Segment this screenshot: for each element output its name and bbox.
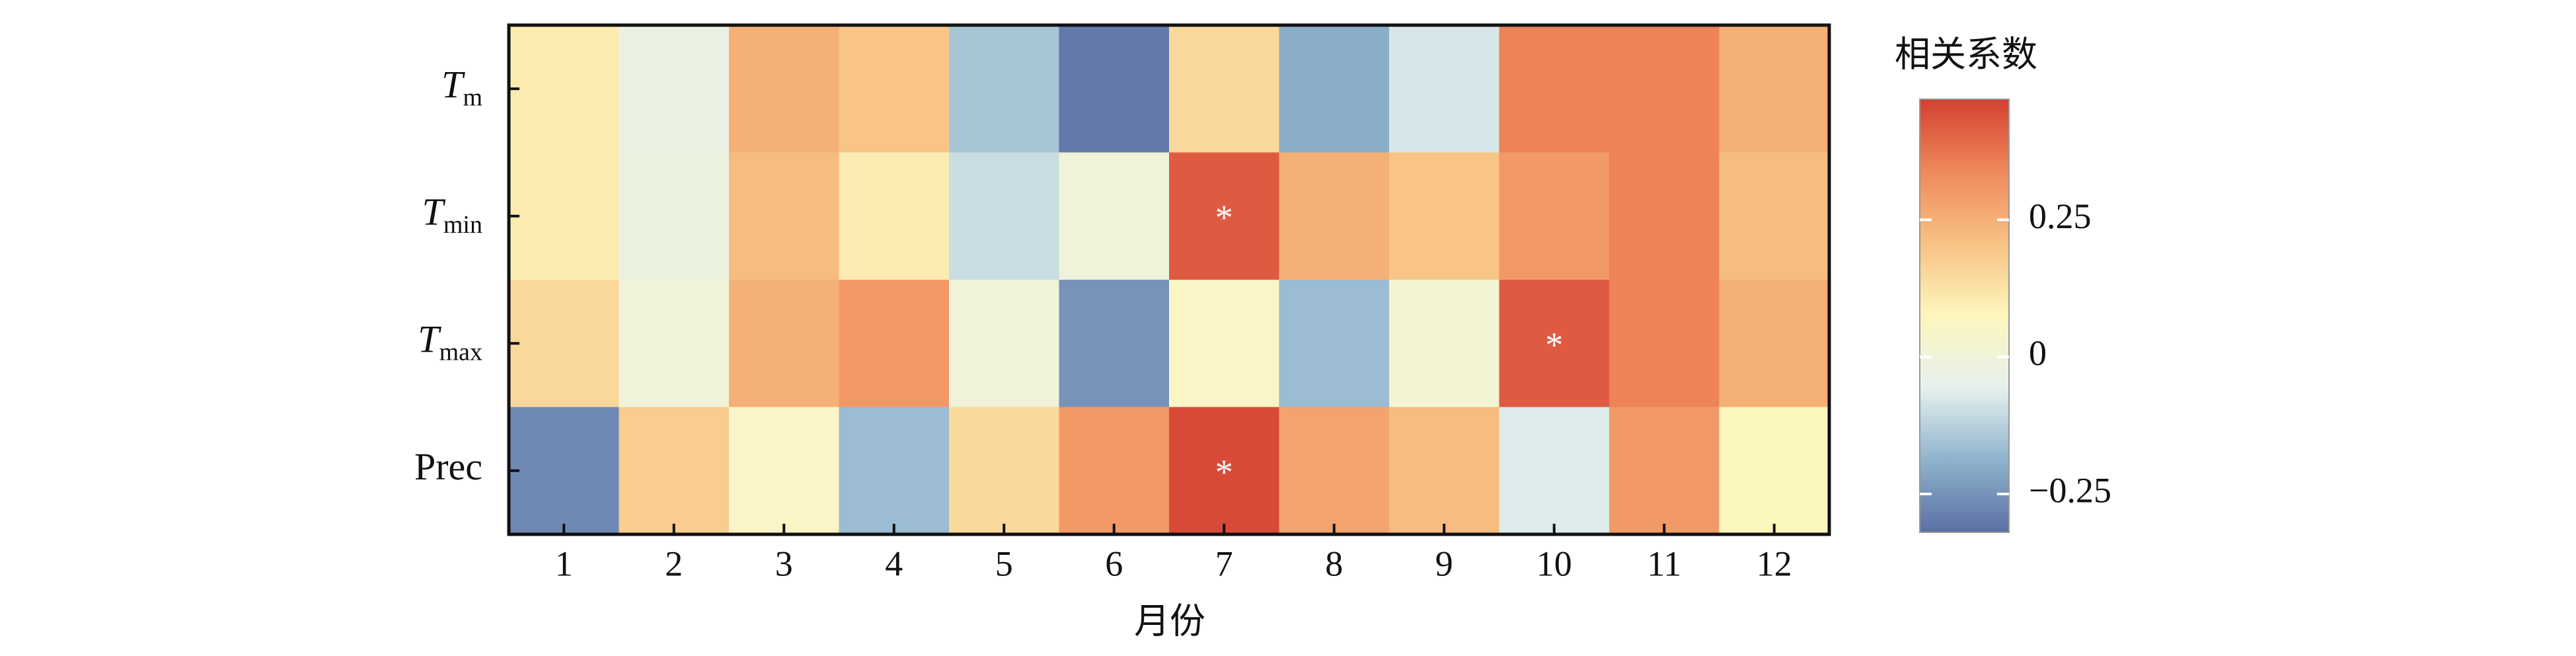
x-tick-label: 5: [995, 544, 1013, 583]
heatmap-cell: [1499, 407, 1610, 535]
heatmap-cell: [949, 407, 1059, 535]
x-tick-label: 6: [1105, 544, 1123, 583]
significance-marker: *: [1215, 198, 1233, 237]
heatmap-cell: [1719, 280, 1830, 407]
heatmap-cell: [1719, 152, 1830, 280]
heatmap-cell: [1389, 280, 1499, 407]
heatmap-cell: [509, 407, 619, 535]
x-tick-label: 4: [885, 544, 903, 583]
colorbar: [1919, 99, 2010, 533]
heatmap-cell: [1169, 407, 1279, 535]
heatmap-cell: [1389, 152, 1499, 280]
heatmap-cell: [1499, 152, 1610, 280]
heatmap-cell: [509, 152, 619, 280]
heatmap-cell: [1059, 25, 1170, 153]
heatmap-cell: [949, 25, 1059, 153]
x-tick-label: 3: [775, 544, 793, 583]
x-tick-label: 8: [1325, 544, 1343, 583]
heatmap-cell: [1719, 407, 1830, 535]
x-tick-label: 12: [1757, 544, 1792, 583]
colorbar-tick-label: 0.25: [2029, 196, 2092, 236]
heatmap-cell: [1499, 280, 1610, 407]
significance-marker: *: [1215, 452, 1233, 492]
x-tick-label: 11: [1647, 544, 1681, 583]
heatmap-cell: [1499, 25, 1610, 153]
y-tick-symbol: T: [422, 190, 446, 233]
heatmap-cell: [839, 407, 950, 535]
heatmap-cell: [1169, 280, 1279, 407]
heatmap-cell: [729, 25, 839, 153]
heatmap-cell: [1389, 407, 1499, 535]
x-axis-label: 月份: [1134, 601, 1205, 641]
colorbar-tick-label: 0: [2029, 333, 2047, 373]
heatmap-cell: [1169, 25, 1279, 153]
y-tick-symbol: T: [418, 318, 441, 361]
y-tick-label: Prec: [414, 445, 482, 488]
colorbar-tick-label: −0.25: [2029, 470, 2111, 510]
y-tick-symbol: Prec: [414, 445, 482, 488]
y-tick-symbol: T: [441, 63, 465, 106]
heatmap-cell: [1609, 152, 1720, 280]
colorbar-title: 相关系数: [1895, 34, 2037, 74]
heatmap-cell: [729, 407, 839, 535]
heatmap-cell: [729, 280, 839, 407]
heatmap-cell: [839, 25, 950, 153]
heatmap-cell: [509, 280, 619, 407]
heatmap-cell: [1279, 407, 1390, 535]
y-tick-subscript: max: [439, 338, 482, 366]
x-tick-label: 1: [555, 544, 573, 583]
heatmap-cell: [1609, 25, 1720, 153]
x-tick-label: 10: [1536, 544, 1572, 583]
x-tick-label: 7: [1215, 544, 1233, 583]
heatmap-cell: [1059, 407, 1170, 535]
heatmap-cell: [839, 152, 950, 280]
heatmap-cell: [1609, 280, 1720, 407]
heatmap-cell: [1169, 152, 1279, 280]
heatmap-cell: [1389, 25, 1499, 153]
heatmap-cell: [619, 407, 730, 535]
heatmap-cell: [1279, 280, 1390, 407]
heatmap-cell: [1609, 407, 1720, 535]
heatmap-cell: [1059, 152, 1170, 280]
heatmap-cell: [839, 280, 950, 407]
heatmap-cell: [619, 152, 730, 280]
significance-marker: *: [1545, 325, 1563, 365]
heatmap-cell: [1719, 25, 1830, 153]
heatmap-cell: [619, 280, 730, 407]
heatmap-cell: [509, 25, 619, 153]
y-tick-label: Tmin: [422, 190, 482, 238]
y-tick-label: Tm: [441, 63, 482, 111]
y-tick-label: Tmax: [418, 318, 482, 366]
y-tick-subscript: m: [463, 83, 482, 111]
heatmap-cell: [729, 152, 839, 280]
y-tick-subscript: min: [443, 210, 482, 238]
heatmap-cell: [1279, 152, 1390, 280]
x-tick-label: 2: [665, 544, 683, 583]
heatmap-cell: [1279, 25, 1390, 153]
heatmap-cell: [1059, 280, 1170, 407]
heatmap-cell: [619, 25, 730, 153]
heatmap-cell: [949, 280, 1059, 407]
plot-frame: [507, 23, 1831, 536]
x-tick-label: 9: [1435, 544, 1453, 583]
heatmap-cell: [949, 152, 1059, 280]
